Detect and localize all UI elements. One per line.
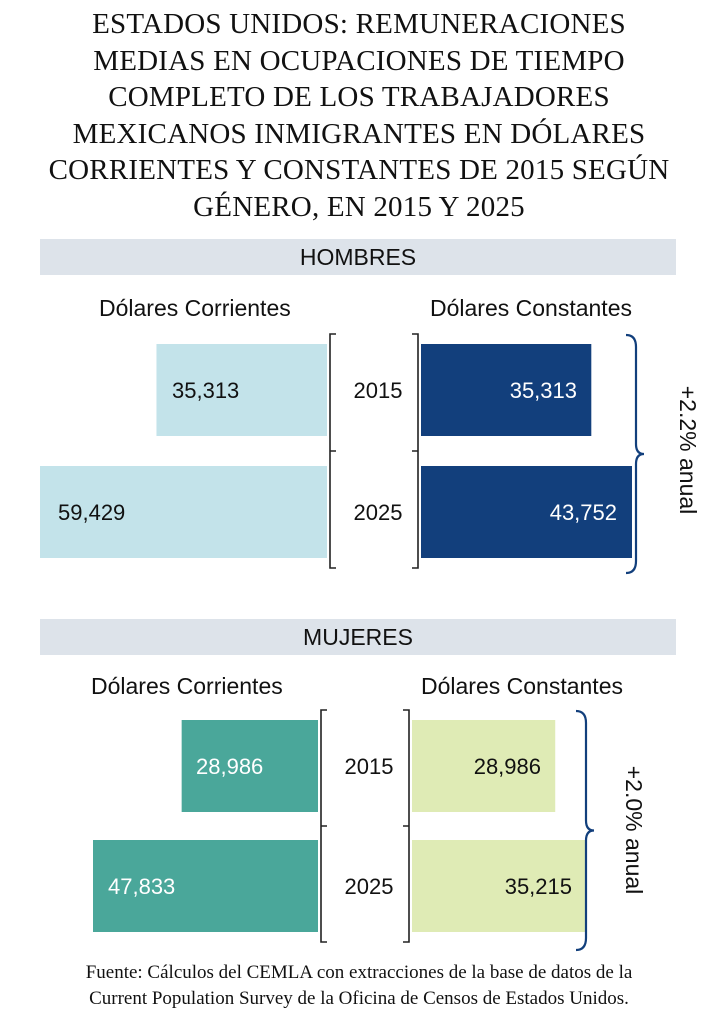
year-label: 2015 (354, 378, 403, 403)
bar-corrientes-2015 (181, 720, 318, 812)
footnote-line: Fuente: Cálculos del CEMLA con extraccio… (85, 962, 633, 983)
year-label: 2025 (354, 500, 403, 525)
data-label-constantes: 35,313 (510, 378, 577, 403)
right-bracket (412, 333, 419, 569)
bar-corrientes-2015 (156, 344, 327, 436)
footnote-line: Current Population Survey de la Oficina … (89, 988, 629, 1009)
title-line: MEDIAS EN OCUPACIONES DE TIEMPO (93, 44, 625, 77)
bar-constantes-2025 (421, 466, 632, 558)
bar-constantes-2015 (421, 344, 592, 436)
source-footnote: Fuente: Cálculos del CEMLA con extraccio… (0, 960, 718, 1012)
title-line: COMPLETO DE LOS TRABAJADORES (108, 81, 610, 113)
data-label-corrientes: 35,313 (172, 378, 239, 403)
panel-header-hombres: HOMBRES (40, 239, 676, 275)
right-bracket (403, 709, 410, 943)
data-label-corrientes: 47,833 (108, 874, 175, 899)
left-bracket (320, 709, 327, 943)
growth-annotation: +2.2% anual (675, 386, 701, 515)
bar-constantes-2025 (412, 840, 586, 932)
bar-constantes-2015 (412, 720, 556, 812)
growth-annotation: +2.0% anual (621, 766, 647, 895)
title-line: GÉNERO, EN 2015 Y 2025 (193, 190, 525, 223)
year-label: 2025 (345, 874, 394, 899)
bar-corrientes-2025 (93, 840, 318, 932)
left-bracket (329, 333, 336, 569)
title-line: MEXICANOS INMIGRANTES EN DÓLARES (72, 117, 646, 150)
right-column-label-hombres: Dólares Constantes (430, 295, 632, 321)
left-column-label-mujeres: Dólares Corrientes (91, 673, 283, 699)
right-column-label-mujeres: Dólares Constantes (421, 673, 623, 699)
growth-brace (625, 333, 645, 575)
year-label: 2015 (345, 754, 394, 779)
data-label-corrientes: 59,429 (58, 500, 125, 525)
data-label-constantes: 35,215 (505, 874, 572, 899)
data-label-corrientes: 28,986 (196, 754, 263, 779)
growth-brace (575, 709, 595, 952)
panel-header-mujeres: MUJERES (40, 619, 676, 655)
title-line: CORRIENTES Y CONSTANTES DE 2015 SEGÚN (48, 154, 670, 186)
data-label-constantes: 28,986 (474, 754, 541, 779)
data-label-constantes: 43,752 (550, 500, 617, 525)
left-column-label-hombres: Dólares Corrientes (99, 295, 291, 321)
bar-corrientes-2025 (40, 466, 327, 558)
chart-title: ESTADOS UNIDOS: REMUNERACIONES MEDIAS EN… (0, 6, 718, 225)
title-line: ESTADOS UNIDOS: REMUNERACIONES (92, 8, 626, 40)
